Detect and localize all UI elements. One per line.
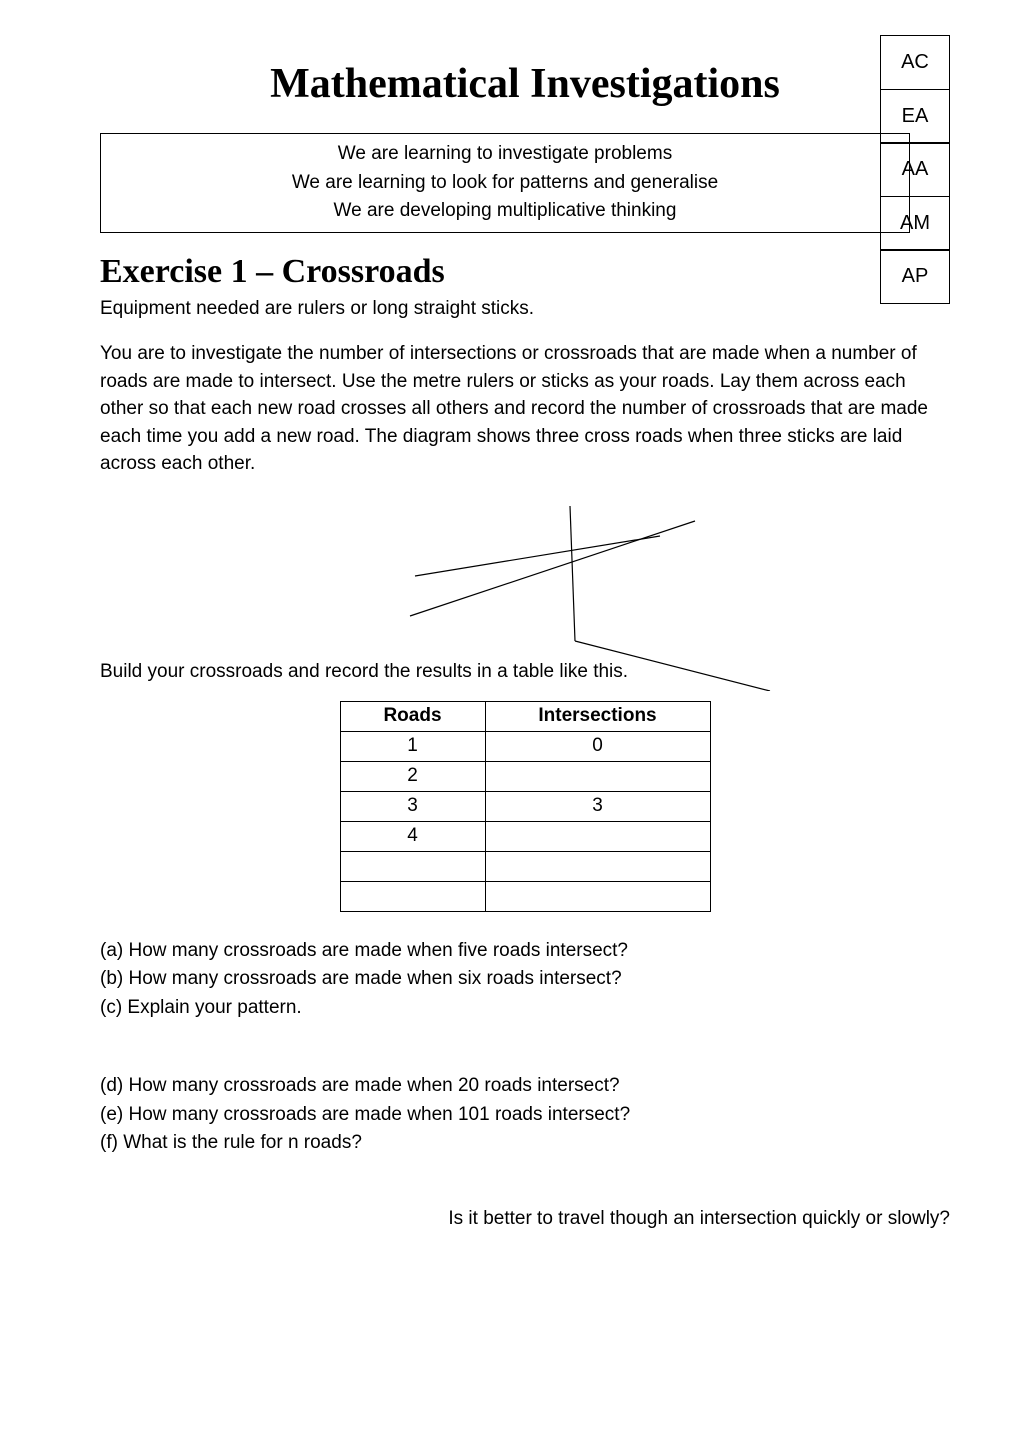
page-title: Mathematical Investigations: [100, 60, 950, 108]
question-f: (f) What is the rule for n roads?: [100, 1129, 950, 1158]
crossroads-diagram: [100, 496, 950, 691]
learning-objectives-box: We are learning to investigate problems …: [100, 133, 910, 233]
level-box-am: AM: [880, 196, 950, 251]
table-row: 3 3: [340, 791, 710, 821]
table-cell: 4: [340, 821, 485, 851]
question-e: (e) How many crossroads are made when 10…: [100, 1101, 950, 1130]
question-d: (d) How many crossroads are made when 20…: [100, 1072, 950, 1101]
questions-section: (a) How many crossroads are made when fi…: [100, 937, 950, 1158]
table-cell: [340, 851, 485, 881]
table-row: 4: [340, 821, 710, 851]
question-c: (c) Explain your pattern.: [100, 994, 950, 1023]
level-box-aa: AA: [880, 142, 950, 197]
diagram-line-3: [570, 506, 575, 641]
level-box-ac: AC: [880, 35, 950, 90]
diagram-line-1: [415, 536, 660, 576]
level-box-ea: EA: [880, 89, 950, 144]
learning-line-3: We are developing multiplicative thinkin…: [121, 197, 889, 226]
table-cell: [485, 821, 710, 851]
table-header-row: Roads Intersections: [340, 701, 710, 731]
table-row: [340, 851, 710, 881]
table-row: 2: [340, 761, 710, 791]
table-cell: [485, 761, 710, 791]
question-group-2: (d) How many crossroads are made when 20…: [100, 1072, 950, 1158]
table-cell: 0: [485, 731, 710, 761]
table-cell: 1: [340, 731, 485, 761]
diagram-svg: [265, 496, 785, 691]
exercise-heading: Exercise 1 – Crossroads: [100, 253, 950, 291]
question-b: (b) How many crossroads are made when si…: [100, 965, 950, 994]
table-header-roads: Roads: [340, 701, 485, 731]
table-row: 1 0: [340, 731, 710, 761]
table-cell: 2: [340, 761, 485, 791]
diagram-line-4: [575, 641, 770, 691]
intro-paragraph: You are to investigate the number of int…: [100, 340, 950, 478]
learning-line-1: We are learning to investigate problems: [121, 140, 889, 169]
equipment-text: Equipment needed are rulers or long stra…: [100, 295, 950, 323]
question-group-1: (a) How many crossroads are made when fi…: [100, 937, 950, 1023]
table-header-intersections: Intersections: [485, 701, 710, 731]
table-cell: [485, 881, 710, 911]
table-cell: 3: [485, 791, 710, 821]
learning-line-2: We are learning to look for patterns and…: [121, 169, 889, 198]
table-cell: [485, 851, 710, 881]
footer-question: Is it better to travel though an interse…: [100, 1208, 950, 1230]
table-row: [340, 881, 710, 911]
roads-intersections-table: Roads Intersections 1 0 2 3 3 4: [340, 701, 711, 912]
table-cell: 3: [340, 791, 485, 821]
level-box-ap: AP: [880, 249, 950, 304]
side-level-boxes: AC EA AA AM AP: [880, 35, 950, 303]
diagram-line-2: [410, 521, 695, 616]
question-a: (a) How many crossroads are made when fi…: [100, 937, 950, 966]
table-cell: [340, 881, 485, 911]
